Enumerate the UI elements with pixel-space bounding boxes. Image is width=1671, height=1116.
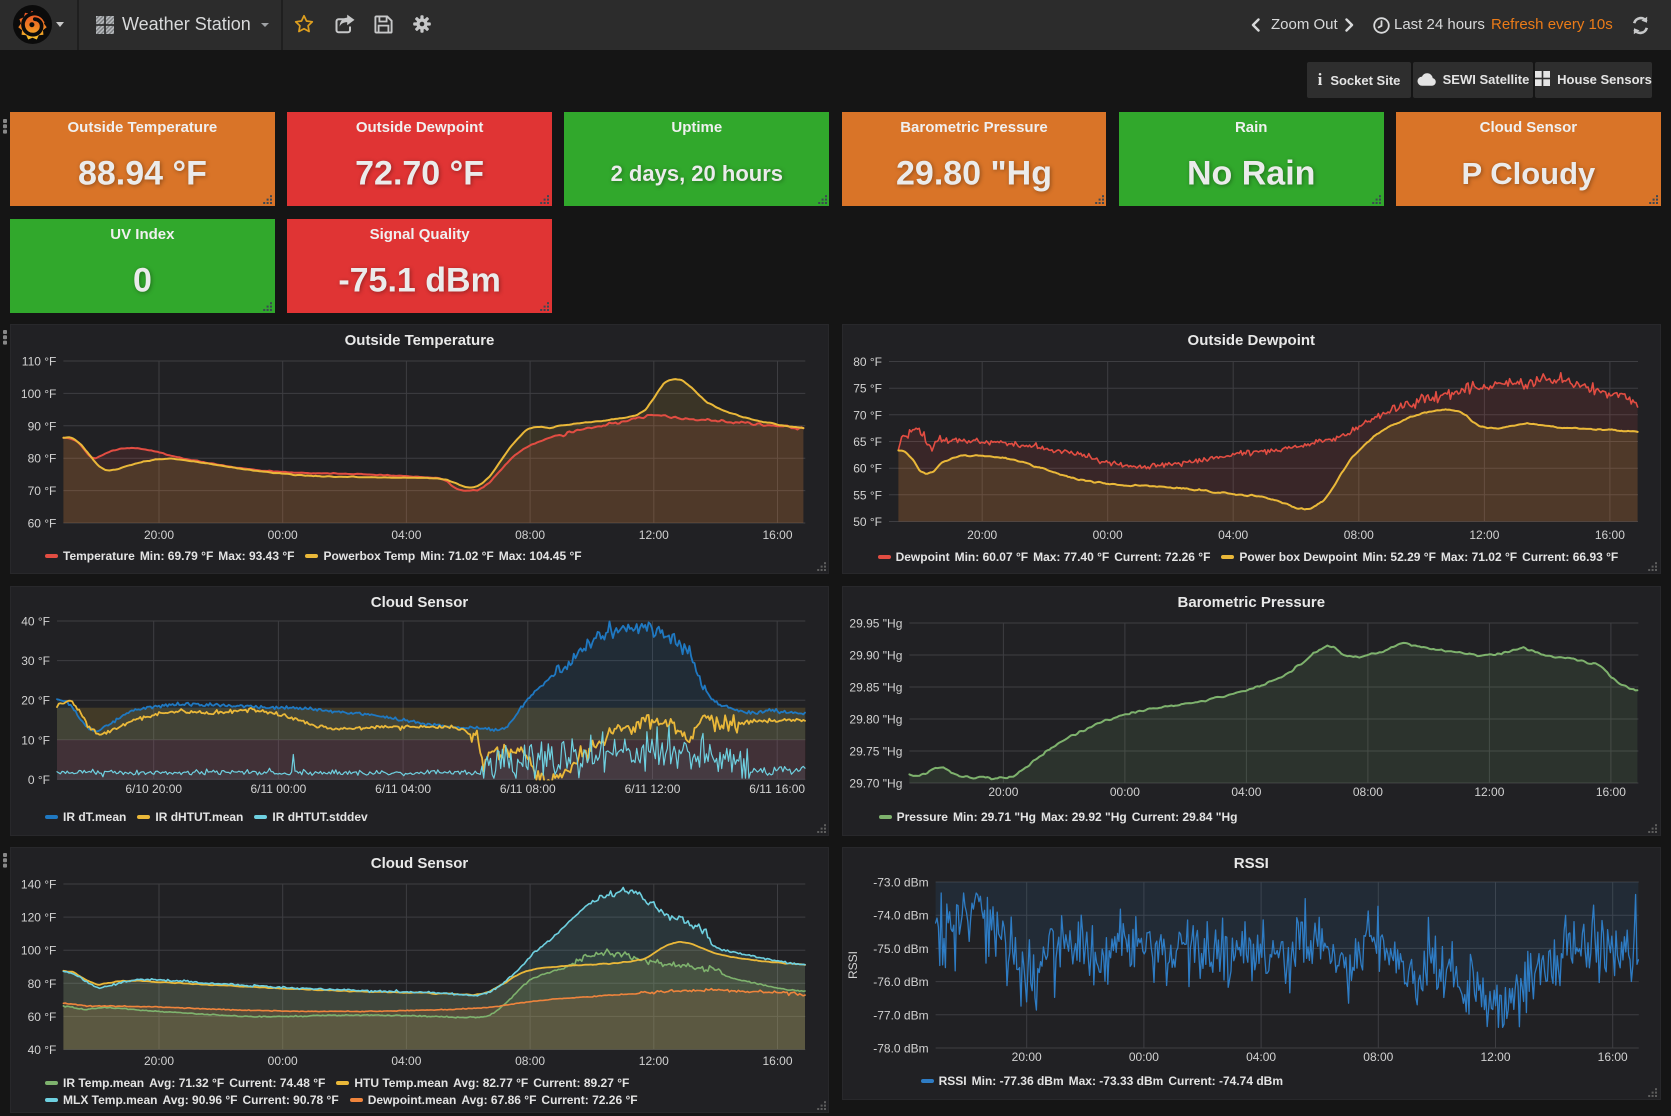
svg-text:6/11 12:00: 6/11 12:00 [625, 782, 681, 796]
svg-text:12:00: 12:00 [1469, 528, 1499, 542]
svg-text:20:00: 20:00 [988, 785, 1018, 799]
svg-text:60 °F: 60 °F [28, 1010, 57, 1024]
svg-text:-74.0 dBm: -74.0 dBm [873, 909, 928, 923]
svg-text:120 °F: 120 °F [21, 911, 56, 925]
svg-text:20:00: 20:00 [1011, 1050, 1041, 1064]
svg-text:08:00: 08:00 [1343, 528, 1373, 542]
svg-text:29.95 "Hg: 29.95 "Hg [849, 617, 902, 631]
svg-text:100 °F: 100 °F [21, 387, 56, 401]
svg-text:0 °F: 0 °F [28, 773, 50, 787]
svg-text:20 °F: 20 °F [21, 694, 50, 708]
svg-text:40 °F: 40 °F [28, 1043, 57, 1057]
svg-text:6/11 04:00: 6/11 04:00 [375, 782, 431, 796]
svg-text:08:00: 08:00 [515, 1054, 545, 1068]
svg-text:12:00: 12:00 [1480, 1050, 1510, 1064]
svg-text:20:00: 20:00 [967, 528, 997, 542]
svg-text:55 °F: 55 °F [853, 488, 882, 502]
svg-text:00:00: 00:00 [268, 528, 298, 542]
svg-text:08:00: 08:00 [1352, 785, 1382, 799]
svg-text:80 °F: 80 °F [853, 355, 882, 369]
svg-text:04:00: 04:00 [1218, 528, 1248, 542]
svg-text:12:00: 12:00 [639, 1054, 669, 1068]
svg-text:-75.0 dBm: -75.0 dBm [873, 942, 928, 956]
svg-text:20:00: 20:00 [144, 528, 174, 542]
svg-text:00:00: 00:00 [1109, 785, 1139, 799]
svg-text:80 °F: 80 °F [28, 452, 57, 466]
svg-text:90 °F: 90 °F [28, 419, 57, 433]
svg-text:100 °F: 100 °F [21, 944, 56, 958]
svg-text:-77.0 dBm: -77.0 dBm [873, 1008, 928, 1022]
svg-text:12:00: 12:00 [639, 528, 669, 542]
svg-text:75 °F: 75 °F [853, 382, 882, 396]
svg-text:6/11 08:00: 6/11 08:00 [500, 782, 556, 796]
svg-text:00:00: 00:00 [1092, 528, 1122, 542]
svg-text:-73.0 dBm: -73.0 dBm [873, 876, 928, 890]
svg-text:16:00: 16:00 [1594, 528, 1624, 542]
svg-text:20:00: 20:00 [144, 1054, 174, 1068]
svg-text:04:00: 04:00 [1231, 785, 1261, 799]
svg-text:80 °F: 80 °F [28, 977, 57, 991]
svg-text:00:00: 00:00 [1128, 1050, 1158, 1064]
svg-text:60 °F: 60 °F [28, 517, 57, 531]
svg-text:65 °F: 65 °F [853, 435, 882, 449]
svg-text:60 °F: 60 °F [853, 462, 882, 476]
svg-text:140 °F: 140 °F [21, 878, 56, 892]
svg-text:04:00: 04:00 [1246, 1050, 1276, 1064]
svg-text:08:00: 08:00 [515, 528, 545, 542]
svg-text:29.80 "Hg: 29.80 "Hg [849, 713, 902, 727]
svg-text:08:00: 08:00 [1363, 1050, 1393, 1064]
svg-text:6/10 20:00: 6/10 20:00 [125, 782, 182, 796]
svg-text:40 °F: 40 °F [21, 615, 50, 629]
svg-text:29.85 "Hg: 29.85 "Hg [849, 681, 902, 695]
svg-text:16:00: 16:00 [1595, 785, 1625, 799]
svg-text:30 °F: 30 °F [21, 654, 50, 668]
svg-text:29.70 "Hg: 29.70 "Hg [849, 777, 902, 791]
svg-text:29.90 "Hg: 29.90 "Hg [849, 649, 902, 663]
svg-text:16:00: 16:00 [762, 528, 792, 542]
svg-text:-78.0 dBm: -78.0 dBm [873, 1042, 928, 1056]
svg-text:04:00: 04:00 [391, 1054, 421, 1068]
svg-text:6/11 16:00: 6/11 16:00 [749, 782, 805, 796]
svg-text:16:00: 16:00 [1597, 1050, 1627, 1064]
svg-text:10 °F: 10 °F [21, 733, 50, 747]
svg-text:16:00: 16:00 [762, 1054, 792, 1068]
svg-text:12:00: 12:00 [1474, 785, 1504, 799]
svg-text:00:00: 00:00 [268, 1054, 298, 1068]
svg-text:29.75 "Hg: 29.75 "Hg [849, 745, 902, 759]
svg-text:50 °F: 50 °F [853, 515, 882, 529]
svg-text:70 °F: 70 °F [853, 408, 882, 422]
svg-text:110 °F: 110 °F [22, 355, 57, 369]
svg-text:-76.0 dBm: -76.0 dBm [873, 975, 928, 989]
svg-text:04:00: 04:00 [391, 528, 421, 542]
svg-text:RSSI: RSSI [846, 951, 860, 979]
svg-text:70 °F: 70 °F [28, 484, 57, 498]
svg-text:6/11 00:00: 6/11 00:00 [250, 782, 306, 796]
